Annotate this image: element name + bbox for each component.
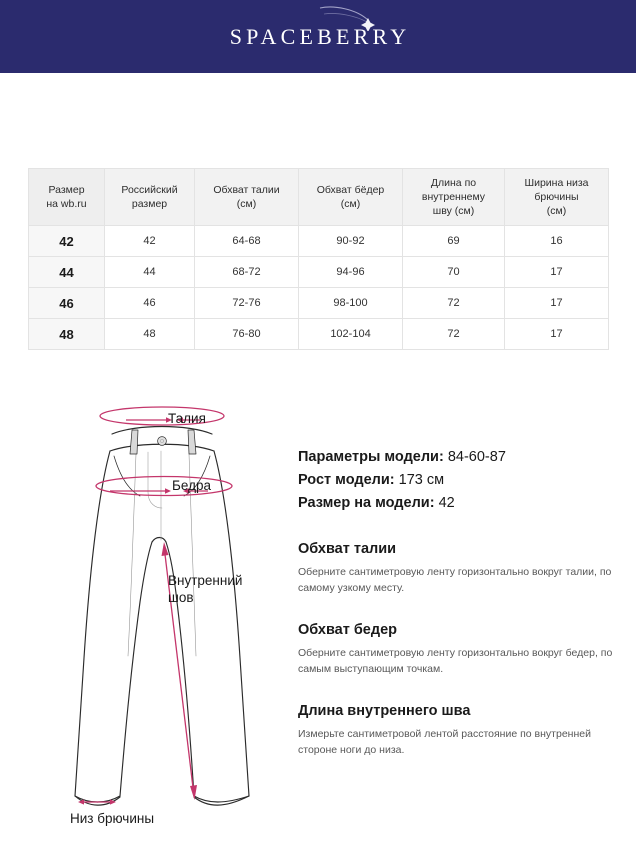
table-cell: 72 (402, 318, 505, 350)
table-cell: 64-68 (194, 225, 299, 257)
measurement-title: Обхват бедер (298, 622, 398, 638)
table-cell: 98-100 (298, 287, 403, 319)
measurement-block-waist: Обхват талии Оберните сантиметровую лент… (298, 541, 618, 596)
table-header-cell: Ширина низа брючины (см) (504, 168, 609, 226)
table-header-row: Размер на wb.ru Российский размер Обхват т… (28, 168, 609, 226)
table-cell: 17 (504, 256, 609, 288)
brand-logo: SPACEBERRY (226, 0, 411, 73)
measurement-title: Длина внутреннего шва (298, 703, 471, 719)
measurement-body: Оберните сантиметровую ленту горизонталь… (298, 566, 612, 594)
trousers-measurement-diagram (44, 396, 294, 836)
table-row: 42 42 64-68 90-92 69 16 (28, 225, 609, 257)
model-info-panel: Параметры модели: 84-60-87 Рост модели: … (298, 446, 618, 758)
table-cell: 44 (104, 256, 195, 288)
table-cell: 16 (504, 225, 609, 257)
table-header-cell: Обхват бёдер (см) (298, 168, 403, 226)
diagram-label-hem: Низ брючины (70, 811, 155, 826)
table-cell: 102-104 (298, 318, 403, 350)
model-size-label: Размер на модели: (298, 495, 435, 511)
diagram-label-waist: Талия (168, 411, 206, 426)
measurement-body: Измерьте сантиметровой лентой расстояние… (298, 728, 591, 756)
table-cell: 42 (104, 225, 195, 257)
model-size-value: 42 (438, 495, 455, 511)
table-cell: 17 (504, 318, 609, 350)
model-height-label: Рост модели: (298, 472, 395, 488)
table-cell: 48 (104, 318, 195, 350)
measurement-block-inseam: Длина внутреннего шва Измерьте сантиметр… (298, 703, 618, 758)
table-header-cell: Длина по внутреннему шву (см) (402, 168, 505, 226)
trousers-illustration-icon (74, 406, 250, 806)
model-parameters-line: Параметры модели: 84-60-87 (298, 446, 618, 469)
model-height-line: Рост модели: 173 см (298, 469, 618, 492)
table-row: 44 44 68-72 94-96 70 17 (28, 256, 609, 288)
table-cell: 72 (402, 287, 505, 319)
table-cell: 94-96 (298, 256, 403, 288)
table-cell: 46 (28, 287, 105, 319)
table-row: 48 48 76-80 102-104 72 17 (28, 318, 609, 350)
table-header-cell: Размер на wb.ru (28, 168, 105, 226)
measurement-block-hips: Обхват бедер Оберните сантиметровую лент… (298, 622, 618, 677)
diagram-label-hips: Бедра (172, 478, 211, 493)
size-table-container: Размер на wb.ru Российский размер Обхват т… (28, 168, 609, 350)
table-row: 46 46 72-76 98-100 72 17 (28, 287, 609, 319)
table-header-cell: Обхват талии (см) (194, 168, 299, 226)
site-header: SPACEBERRY (0, 0, 636, 73)
size-table: Размер на wb.ru Российский размер Обхват т… (28, 168, 609, 350)
table-cell: 76-80 (194, 318, 299, 350)
table-cell: 44 (28, 256, 105, 288)
table-header-cell: Российский размер (104, 168, 195, 226)
table-cell: 90-92 (298, 225, 403, 257)
table-cell: 17 (504, 287, 609, 319)
model-parameters-value: 84-60-87 (447, 449, 506, 465)
model-parameters-label: Параметры модели: (298, 449, 444, 465)
brand-name: SPACEBERRY (229, 23, 411, 49)
table-cell: 42 (28, 225, 105, 257)
measurement-title: Обхват талии (298, 541, 397, 557)
table-cell: 72-76 (194, 287, 299, 319)
table-cell: 69 (402, 225, 505, 257)
table-cell: 68-72 (194, 256, 299, 288)
model-height-value: 173 см (398, 472, 445, 488)
model-size-line: Размер на модели: 42 (298, 492, 618, 515)
diagram-label-inseam: Внутренний шов (168, 573, 243, 605)
table-cell: 48 (28, 318, 105, 350)
measurement-body: Оберните сантиметровую ленту горизонталь… (298, 647, 613, 675)
table-cell: 46 (104, 287, 195, 319)
table-cell: 70 (402, 256, 505, 288)
